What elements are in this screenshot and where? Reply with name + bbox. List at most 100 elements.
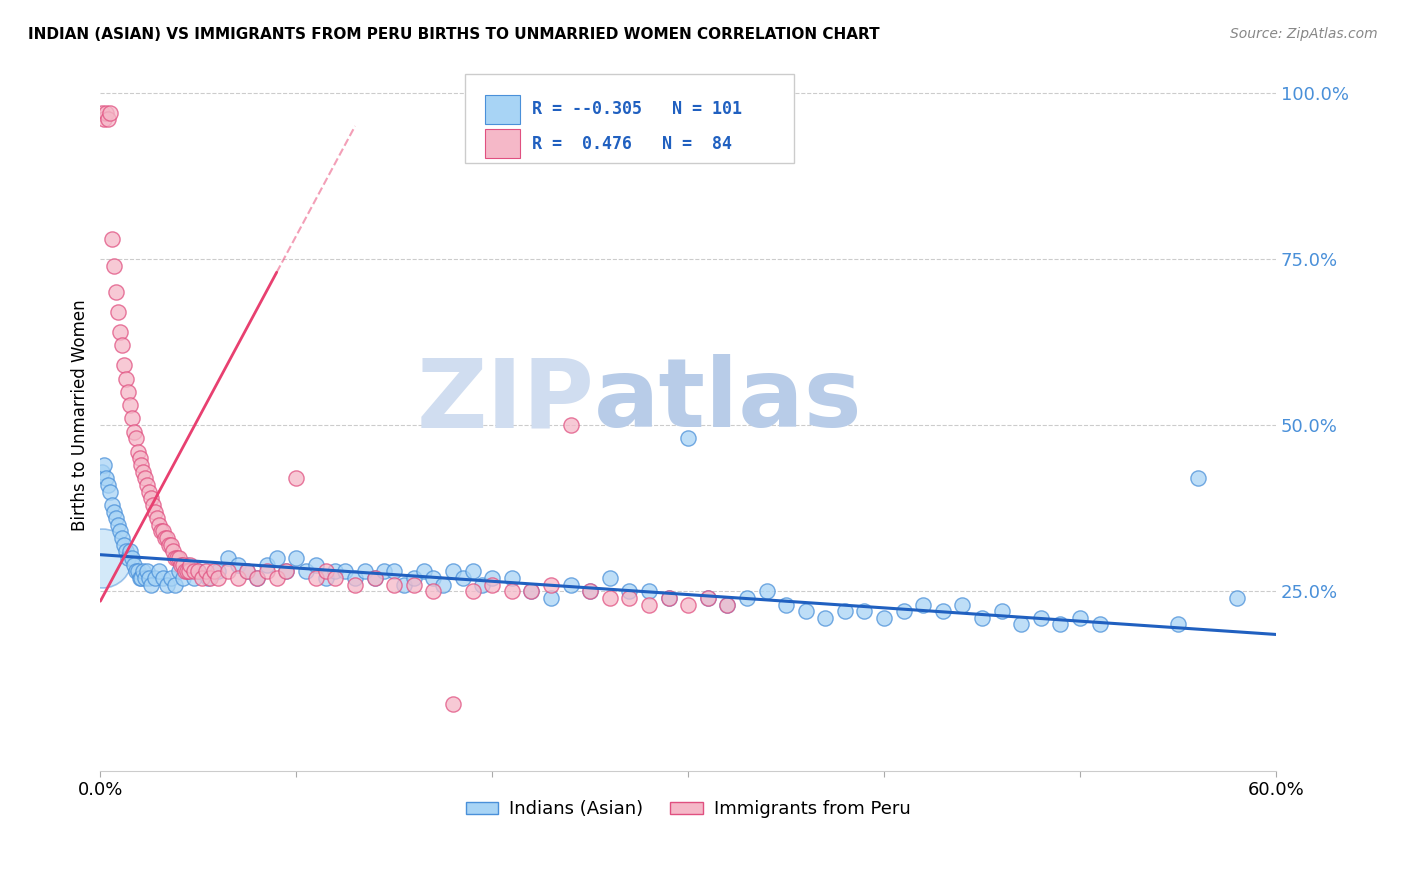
Point: [177, 564, 200, 578]
Text: ZIP: ZIP: [416, 354, 595, 448]
Point: [1187, 471, 1209, 485]
Point: [676, 598, 699, 612]
Point: [107, 305, 129, 319]
Point: [970, 611, 993, 625]
Point: [560, 418, 582, 433]
Point: [735, 591, 758, 605]
Point: [114, 544, 136, 558]
Point: [141, 491, 163, 506]
Point: [755, 584, 778, 599]
Point: [236, 564, 259, 578]
Point: [111, 531, 134, 545]
Point: [112, 538, 135, 552]
Point: [101, 232, 124, 246]
Point: [217, 564, 239, 578]
Point: [163, 551, 186, 566]
Point: [97, 112, 120, 127]
Point: [127, 564, 149, 578]
Point: [108, 524, 131, 539]
Point: [422, 584, 444, 599]
Point: [638, 584, 661, 599]
Point: [111, 338, 134, 352]
Point: [160, 571, 183, 585]
Point: [138, 571, 160, 585]
Point: [599, 591, 621, 605]
Point: [520, 584, 543, 599]
Point: [226, 571, 249, 585]
Point: [121, 551, 143, 566]
Point: [471, 577, 494, 591]
Point: [96, 105, 118, 120]
Point: [1010, 617, 1032, 632]
Point: [96, 471, 118, 485]
Point: [152, 571, 174, 585]
Point: [197, 571, 219, 585]
Point: [305, 558, 328, 572]
Point: [138, 484, 160, 499]
Point: [501, 571, 523, 585]
Point: [91, 551, 114, 566]
Point: [932, 604, 955, 618]
Point: [412, 564, 434, 578]
Point: [103, 504, 125, 518]
Y-axis label: Births to Unmarried Women: Births to Unmarried Women: [72, 300, 89, 531]
Point: [363, 571, 385, 585]
Point: [344, 577, 367, 591]
Point: [183, 571, 205, 585]
Point: [1069, 611, 1091, 625]
Point: [157, 538, 180, 552]
Point: [236, 564, 259, 578]
Point: [256, 564, 278, 578]
Point: [619, 591, 641, 605]
Point: [152, 524, 174, 539]
Point: [187, 564, 209, 578]
Point: [481, 577, 503, 591]
Point: [295, 564, 318, 578]
Point: [107, 517, 129, 532]
Point: [1226, 591, 1249, 605]
Point: [108, 325, 131, 339]
Point: [156, 531, 179, 545]
Point: [461, 564, 484, 578]
Point: [266, 571, 288, 585]
Point: [170, 558, 193, 572]
Point: [167, 564, 190, 578]
Point: [142, 498, 165, 512]
Point: [93, 112, 115, 127]
Point: [335, 564, 357, 578]
Point: [195, 564, 218, 578]
Point: [122, 558, 145, 572]
Point: [143, 504, 166, 518]
Point: [167, 551, 190, 566]
Point: [1167, 617, 1189, 632]
FancyBboxPatch shape: [485, 129, 520, 158]
Point: [153, 531, 176, 545]
Point: [315, 564, 337, 578]
Point: [93, 458, 115, 472]
Point: [1088, 617, 1111, 632]
Point: [191, 571, 214, 585]
Point: [136, 564, 159, 578]
Point: [118, 544, 141, 558]
Point: [134, 571, 156, 585]
Point: [150, 524, 173, 539]
Point: [315, 571, 337, 585]
Point: [1049, 617, 1071, 632]
Point: [676, 431, 699, 445]
Point: [160, 538, 183, 552]
Point: [373, 564, 395, 578]
Point: [143, 571, 166, 585]
Point: [246, 571, 269, 585]
Point: [246, 571, 269, 585]
Point: [481, 571, 503, 585]
Point: [105, 511, 128, 525]
Point: [276, 564, 298, 578]
Point: [132, 465, 155, 479]
Point: [198, 571, 221, 585]
Point: [124, 564, 146, 578]
Point: [183, 564, 205, 578]
Point: [98, 484, 121, 499]
Point: [422, 571, 444, 585]
Point: [912, 598, 935, 612]
Point: [501, 584, 523, 599]
